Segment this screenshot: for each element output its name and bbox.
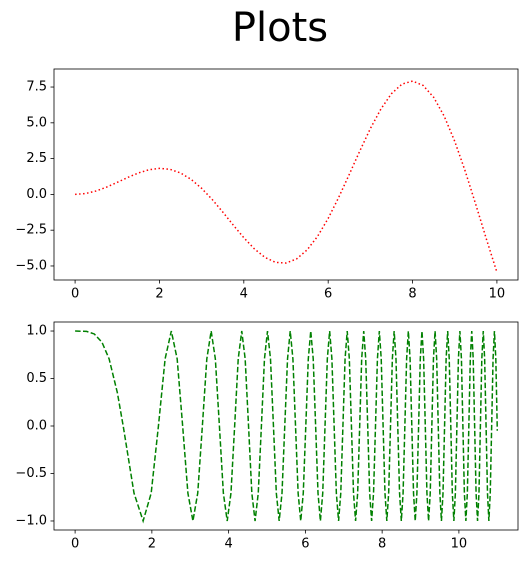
axes-frame — [53, 68, 519, 281]
x-tick-label: 0 — [71, 287, 79, 302]
line — [75, 80, 498, 273]
line — [75, 330, 499, 524]
y-tick-label: 0.0 — [26, 187, 47, 202]
x-tick-label: 4 — [224, 537, 232, 552]
y-tick-label: −5.0 — [15, 258, 47, 273]
x-tick-label: 4 — [240, 287, 248, 302]
figure-title: Plots — [232, 5, 328, 51]
x-tick-label: 2 — [148, 537, 156, 552]
x-tick-label: 0 — [71, 537, 79, 552]
axes-frame — [53, 321, 519, 531]
y-tick-label: −2.5 — [15, 223, 47, 238]
y-tick-label: 0.0 — [26, 419, 47, 434]
x-tick-label: 10 — [489, 287, 506, 302]
x-tick-label: 8 — [408, 287, 416, 302]
y-tick-label: 5.0 — [26, 115, 47, 130]
y-tick-label: −1.0 — [15, 513, 47, 528]
y-tick-label: 2.5 — [26, 151, 47, 166]
x-tick-label: 6 — [324, 287, 332, 302]
y-tick-label: 0.5 — [26, 371, 47, 386]
y-tick-label: 7.5 — [26, 80, 47, 95]
x-tick-label: 8 — [378, 537, 386, 552]
y-tick-label: −0.5 — [15, 466, 47, 481]
x-tick-label: 2 — [155, 287, 163, 302]
x-tick-label: 10 — [451, 537, 468, 552]
y-tick-label: 1.0 — [26, 324, 47, 339]
x-tick-label: 6 — [301, 537, 309, 552]
